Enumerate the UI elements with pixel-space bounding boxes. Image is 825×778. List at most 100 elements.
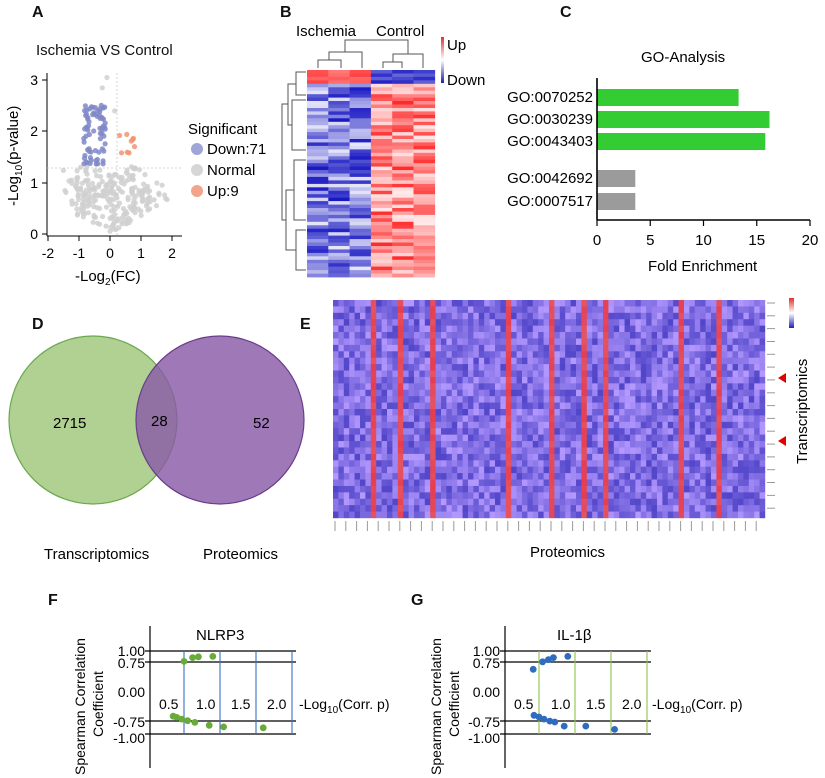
corr-cell	[527, 306, 533, 314]
heatmap-cell	[328, 180, 350, 185]
venn-right-count: 52	[253, 415, 270, 432]
corr-cell	[457, 357, 463, 365]
corr-cell	[495, 505, 501, 512]
corr-cell	[565, 434, 571, 442]
corr-cell	[403, 460, 409, 467]
volcano-point	[91, 128, 97, 134]
volcano-point	[110, 222, 116, 228]
corr-cell	[554, 447, 560, 455]
corr-cell	[608, 428, 614, 435]
corr-cell	[608, 338, 614, 346]
corr-cell	[759, 389, 766, 397]
corr-cell	[721, 312, 728, 320]
corr-cell	[565, 300, 571, 307]
corr-cell	[748, 505, 755, 512]
corr-cell	[754, 505, 760, 512]
corr-cell	[597, 300, 604, 307]
corr-cell	[354, 409, 361, 416]
corr-cell	[441, 364, 447, 371]
corr-cell	[613, 332, 620, 339]
corr-cell	[759, 312, 766, 320]
corr-cell	[743, 498, 749, 506]
heatmap-cell	[307, 149, 329, 154]
corr-cell	[489, 434, 496, 442]
heatmap-cell	[349, 94, 372, 98]
corr-cell	[489, 447, 496, 455]
corr-cell	[657, 505, 663, 512]
corr-cell	[689, 357, 695, 365]
corr-cell	[505, 460, 512, 467]
corr-cell	[619, 428, 625, 435]
heatmap-cell	[328, 214, 350, 219]
corr-cell	[397, 370, 404, 378]
corr-cell	[565, 415, 571, 423]
corr-cell	[430, 396, 436, 403]
corr-cell	[511, 370, 517, 378]
corr-cell	[376, 300, 382, 307]
heatmap-cell	[370, 187, 393, 192]
corr-cell	[716, 396, 722, 403]
corr-cell	[527, 402, 533, 410]
corr-cell	[592, 447, 598, 455]
heatmap-cell	[413, 111, 436, 116]
corr-cell	[489, 428, 496, 435]
corr-cell	[387, 312, 393, 320]
volcano-point	[100, 116, 106, 122]
heatmap-group-control: Control	[376, 23, 424, 40]
corr-cell	[478, 492, 485, 499]
heatmap-cell	[370, 73, 393, 78]
corr-cell	[392, 409, 398, 416]
corr-cell	[759, 370, 766, 378]
corr-cell	[516, 319, 523, 326]
corr-cell	[505, 498, 512, 506]
corr-cell	[597, 306, 604, 314]
corr-cell	[387, 460, 393, 467]
corr-cell	[489, 402, 496, 410]
corr-cell	[694, 402, 701, 410]
corr-cell	[559, 492, 566, 499]
corr-cell	[543, 325, 550, 333]
corr-cell	[424, 364, 431, 371]
corr-cell	[349, 485, 355, 493]
corr-cell	[705, 357, 712, 365]
corr-cell	[705, 319, 712, 326]
volcano-point	[99, 178, 105, 185]
corr-cell	[532, 485, 539, 493]
corr-cell	[468, 338, 474, 346]
corr-cell	[651, 344, 658, 352]
corr-cell	[646, 319, 652, 326]
corr-cell	[435, 421, 442, 429]
corr-cell	[397, 300, 404, 307]
corr-cell	[495, 364, 501, 371]
scatter-point	[540, 715, 548, 723]
corr-cell	[333, 325, 339, 333]
corr-cell	[343, 428, 350, 435]
corr-cell	[397, 479, 404, 487]
volcano-point	[124, 131, 130, 137]
corr-cell	[424, 312, 431, 320]
heatmap-cell	[307, 108, 329, 112]
corr-cell	[624, 441, 631, 448]
f-ytick: -0.75	[113, 714, 145, 730]
corr-cell	[743, 421, 749, 429]
corr-cell	[349, 466, 355, 474]
corr-cell	[613, 396, 620, 403]
corr-cell	[732, 447, 739, 455]
corr-cell	[705, 498, 712, 506]
corr-cell	[662, 344, 668, 352]
volcano-point	[118, 150, 125, 156]
corr-cell	[635, 351, 641, 358]
corr-cell	[516, 409, 523, 416]
heatmap-cell	[392, 87, 414, 92]
corr-cell	[527, 344, 533, 352]
corr-cell	[711, 306, 717, 314]
corr-cell	[559, 505, 566, 512]
corr-cell	[489, 409, 496, 416]
corr-cell	[430, 434, 436, 442]
corr-cell	[532, 319, 539, 326]
corr-cell	[754, 447, 760, 455]
corr-cell	[635, 505, 641, 512]
corr-cell	[387, 485, 393, 493]
corr-cell	[694, 505, 701, 512]
corr-cell	[667, 511, 674, 519]
